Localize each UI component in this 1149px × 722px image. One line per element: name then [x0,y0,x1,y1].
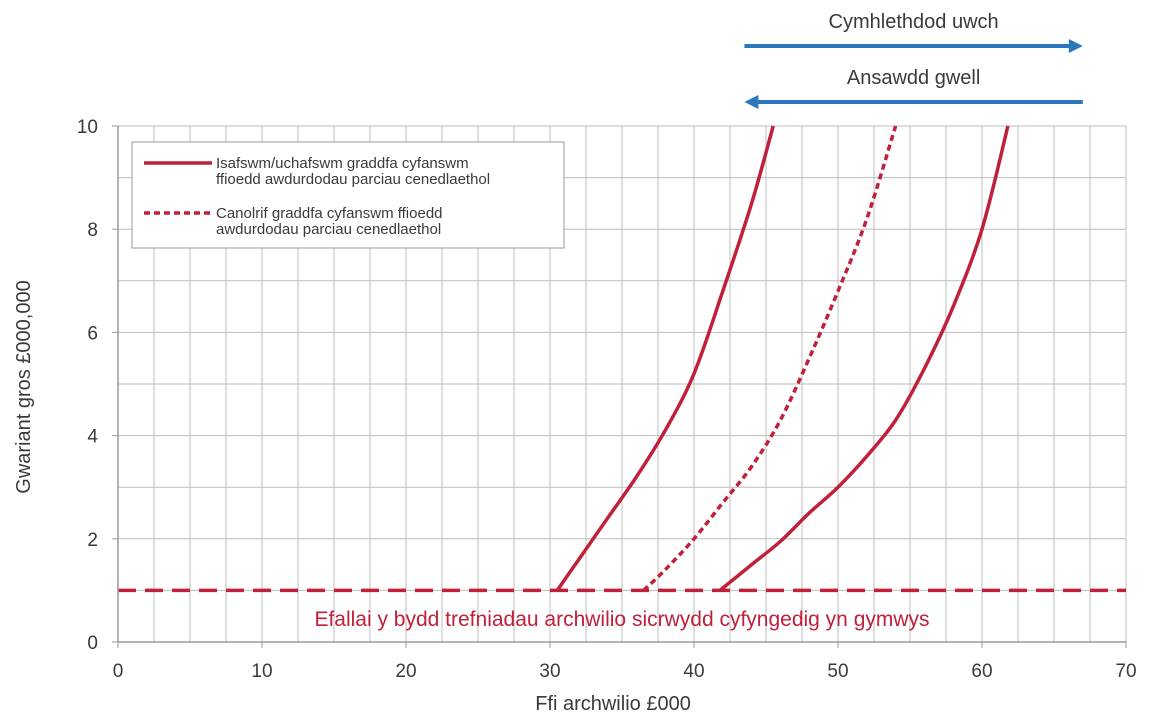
x-tick-label: 10 [251,661,272,682]
x-tick-label: 50 [827,661,848,682]
x-tick-label: 40 [683,661,704,682]
x-tick-label: 70 [1115,661,1136,682]
legend-box [131,141,565,249]
arrow-label: Cymhlethdod uwch [829,11,999,33]
legend-label: awdurdodau parciau cenedlaethol [216,221,441,238]
x-tick-label: 30 [539,661,560,682]
arrow-left-icon [744,95,759,109]
x-tick-label: 60 [971,661,992,682]
min-max-scale-line-1 [555,125,775,592]
y-tick-label: 6 [87,323,98,344]
axis-layer: 0 10 20 30 40 50 60 70 0 2 4 6 8 10 [77,117,1137,682]
y-tick-label: 0 [87,633,98,654]
legend-label: ffioedd awdurdodau parciau cenedlaethol [216,171,490,188]
min-max-scale-line-3 [718,125,1010,592]
y-tick-label: 10 [77,117,98,138]
arrow-layer: Cymhlethdod uwch Ansawdd gwell [744,11,1083,109]
y-tick-label: 2 [87,530,98,551]
y-axis-label: Gwariant gros £000,000 [13,280,35,493]
series-layer [555,125,1010,592]
arrow-right-icon [1068,39,1083,53]
y-tick-label: 8 [87,220,98,241]
x-tick-label: 0 [113,661,124,682]
x-axis-label: Ffi archwilio £000 [535,693,691,715]
threshold-annotation: Efallai y bydd trefniadau archwilio sicr… [314,608,929,631]
y-tick-label: 4 [87,427,98,448]
x-tick-label: 20 [395,661,416,682]
legend: Isafswm/uchafswm graddfa cyfanswmffioedd… [131,141,565,249]
median-scale-line [642,125,898,592]
arrow-label: Ansawdd gwell [847,67,980,89]
legend-label: Isafswm/uchafswm graddfa cyfanswm [216,155,469,172]
legend-label: Canolrif graddfa cyfanswm ffioedd [216,205,443,222]
